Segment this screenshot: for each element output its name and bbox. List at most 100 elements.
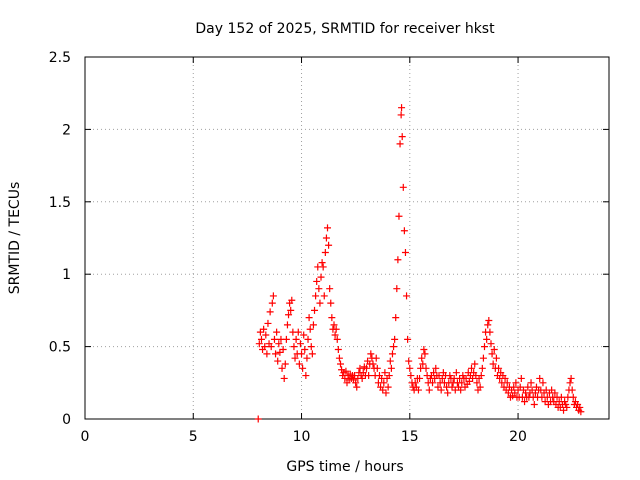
data-point	[257, 335, 265, 343]
data-point	[473, 379, 481, 387]
data-point	[319, 263, 327, 271]
data-point	[458, 379, 466, 387]
data-point	[510, 383, 518, 391]
data-point	[275, 340, 283, 348]
data-point	[380, 379, 388, 387]
data-point	[501, 374, 509, 382]
data-point	[328, 314, 336, 322]
data-point	[278, 364, 286, 372]
data-point	[337, 360, 345, 368]
data-point	[291, 354, 299, 362]
data-point	[385, 372, 393, 380]
data-point	[325, 241, 333, 249]
data-point	[557, 393, 565, 401]
data-point	[576, 403, 584, 411]
data-point	[255, 340, 263, 348]
data-point	[326, 285, 334, 293]
data-point	[388, 350, 396, 358]
data-point	[411, 379, 419, 387]
data-point	[362, 364, 370, 372]
data-point	[471, 360, 479, 368]
data-point	[563, 403, 571, 411]
data-point	[490, 345, 498, 353]
data-point	[392, 314, 400, 322]
data-point	[416, 374, 424, 382]
data-point	[317, 273, 325, 281]
x-tick-label: 0	[81, 429, 90, 445]
data-point	[384, 383, 392, 391]
y-tick-label: 1.5	[49, 195, 71, 211]
data-point	[268, 299, 276, 307]
data-point	[487, 340, 495, 348]
data-point	[420, 345, 428, 353]
data-point	[288, 296, 296, 304]
data-point	[280, 374, 288, 382]
data-point	[418, 354, 426, 362]
data-point	[488, 350, 496, 358]
y-tick-label: 0.5	[49, 340, 71, 356]
data-point	[480, 343, 488, 351]
data-point	[396, 140, 404, 148]
data-point	[333, 335, 341, 343]
x-tick-label: 10	[293, 429, 311, 445]
data-point	[492, 354, 500, 362]
data-point	[304, 335, 312, 343]
grid	[85, 57, 609, 419]
data-point	[322, 234, 330, 242]
data-point	[300, 331, 308, 339]
data-point	[272, 350, 280, 358]
data-point	[306, 325, 314, 333]
data-point	[342, 367, 350, 375]
plot-frame	[84, 56, 610, 420]
data-point	[452, 369, 460, 377]
data-point	[263, 350, 271, 358]
data-point	[484, 321, 492, 329]
data-point	[398, 133, 406, 141]
data-point	[307, 343, 315, 351]
data-point	[308, 350, 316, 358]
data-point	[539, 379, 547, 387]
data-point	[403, 292, 411, 300]
x-tick-label: 20	[509, 429, 527, 445]
data-point	[566, 379, 574, 387]
data-point	[468, 364, 476, 372]
data-point	[321, 248, 329, 256]
data-point	[282, 335, 290, 343]
data-point	[397, 111, 405, 119]
data-point	[264, 319, 272, 327]
data-point	[309, 321, 317, 329]
data-point	[395, 212, 403, 220]
data-point	[298, 350, 306, 358]
data-point	[290, 343, 298, 351]
data-point	[292, 335, 300, 343]
data-point	[266, 308, 274, 316]
data-point	[483, 335, 491, 343]
data-point	[398, 104, 406, 112]
data-point	[369, 360, 377, 368]
data-point	[331, 331, 339, 339]
data-point	[401, 248, 409, 256]
data-point	[273, 328, 281, 336]
data-point	[404, 335, 412, 343]
data-point	[503, 379, 511, 387]
data-point	[294, 328, 302, 336]
data-point	[327, 299, 335, 307]
data-point	[512, 379, 520, 387]
data-point	[367, 350, 375, 358]
data-point	[352, 379, 360, 387]
data-point	[269, 292, 277, 300]
y-tick-label: 1	[62, 267, 71, 283]
data-point	[527, 379, 535, 387]
data-point	[405, 357, 413, 365]
data-point	[365, 372, 373, 380]
data-point	[406, 364, 414, 372]
data-point	[476, 383, 484, 391]
data-point	[521, 398, 529, 406]
data-point	[332, 325, 340, 333]
data-point	[303, 354, 311, 362]
data-point	[299, 364, 307, 372]
data-point	[486, 328, 494, 336]
data-point	[254, 415, 262, 423]
data-point	[390, 343, 398, 351]
data-point	[568, 386, 576, 394]
